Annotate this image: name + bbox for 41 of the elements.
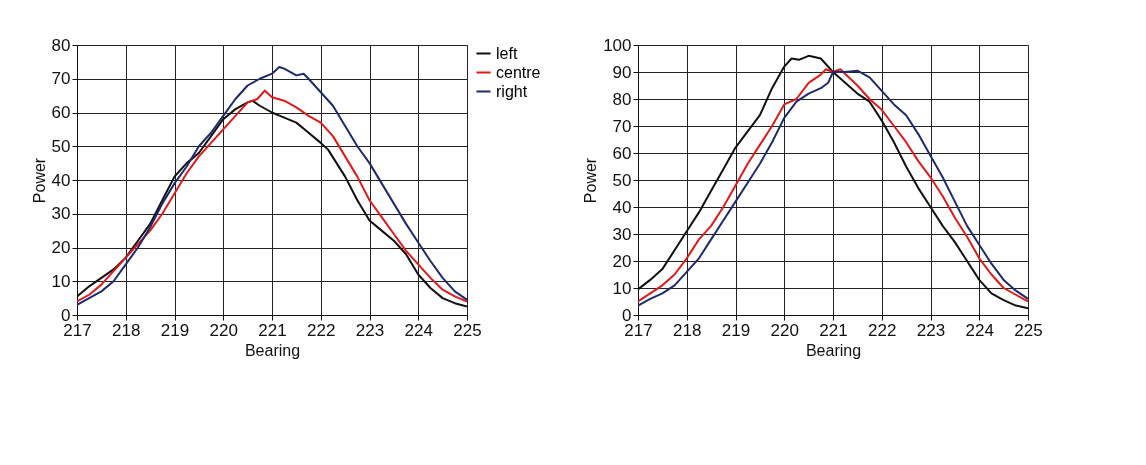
y-tick-label: 100	[603, 35, 632, 55]
y-tick-label: 10	[612, 278, 632, 298]
x-tick-label: 220	[770, 320, 799, 340]
y-tick-label: 20	[51, 238, 71, 257]
y-tick-label: 70	[51, 69, 71, 89]
y-tick-label: 70	[612, 116, 632, 136]
x-tick-label: 222	[868, 320, 897, 340]
y-tick-label: 40	[51, 170, 71, 190]
y-tick-label: 50	[612, 170, 632, 190]
y-tick-label: 90	[612, 62, 632, 82]
y-axis-title: Power	[30, 157, 48, 204]
y-tick-label: 80	[51, 35, 71, 55]
legend-label: centre	[496, 63, 541, 81]
legend-label: right	[496, 82, 528, 100]
x-axis-title: Bearing	[805, 341, 862, 359]
x-tick-label: 223	[916, 320, 946, 340]
x-tick-label: 218	[673, 320, 702, 340]
y-tick-label: 40	[612, 197, 632, 217]
y-axis-title: Power	[582, 157, 600, 204]
y-tick-label: 60	[612, 143, 632, 163]
x-tick-label: 221	[819, 320, 848, 340]
x-tick-label: 218	[112, 320, 141, 340]
x-tick-label: 224	[404, 320, 433, 340]
x-tick-label: 221	[258, 320, 287, 340]
y-tick-label: 20	[612, 251, 632, 271]
x-axis-title: Bearing	[244, 341, 301, 359]
legend-label: left	[496, 44, 518, 62]
y-tick-label: 30	[51, 204, 71, 224]
y-tick-label: 60	[51, 103, 71, 122]
x-tick-label: 219	[721, 320, 751, 340]
y-tick-label: 50	[51, 136, 71, 156]
y-tick-label: 10	[51, 271, 71, 291]
x-tick-label: 222	[307, 320, 336, 340]
x-tick-label: 225	[1014, 320, 1043, 340]
x-tick-label: 219	[160, 320, 190, 340]
x-tick-label: 223	[355, 320, 385, 340]
x-tick-label: 220	[209, 320, 238, 340]
y-tick-label: 30	[612, 224, 632, 244]
x-tick-label: 225	[453, 320, 482, 340]
y-tick-label: 80	[612, 89, 632, 109]
x-tick-label: 224	[965, 320, 994, 340]
